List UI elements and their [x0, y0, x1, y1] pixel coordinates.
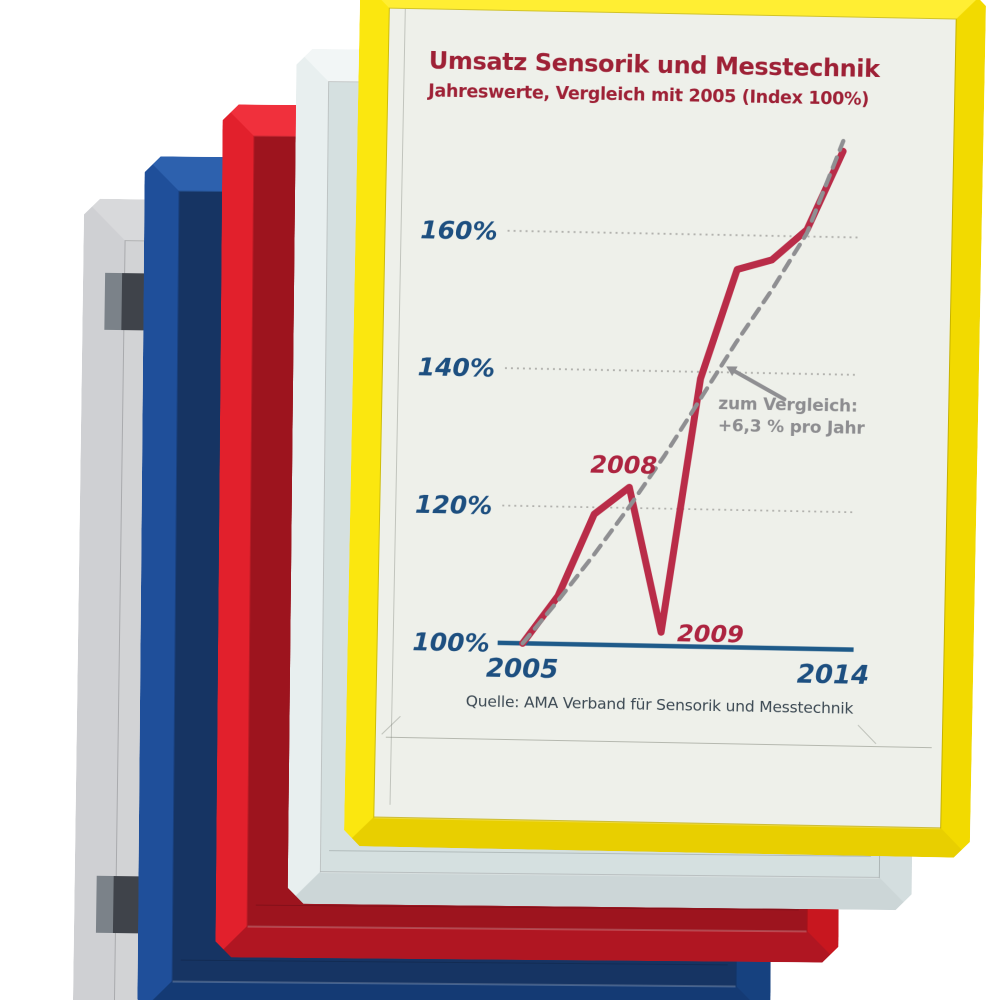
svg-text:140%: 140%: [417, 352, 495, 382]
svg-text:100%: 100%: [412, 627, 490, 657]
trend-annotation: zum Vergleich: +6,3 % pro Jahr: [718, 393, 891, 440]
svg-text:160%: 160%: [420, 215, 498, 245]
svg-text:2009: 2009: [677, 620, 744, 649]
chart-paper: Umsatz Sensorik und Messtechnik Jahreswe…: [374, 9, 955, 828]
svg-text:120%: 120%: [415, 490, 493, 520]
frame-yellow: Umsatz Sensorik und Messtechnik Jahreswe…: [344, 0, 987, 858]
trend-annotation-line2: +6,3 % pro Jahr: [717, 416, 865, 439]
svg-text:2008: 2008: [590, 451, 657, 480]
line-chart: 100% 120% 140% 160% 2005 2014 2008 2009: [375, 9, 895, 767]
svg-text:2014: 2014: [797, 660, 870, 691]
svg-text:2005: 2005: [486, 654, 559, 685]
